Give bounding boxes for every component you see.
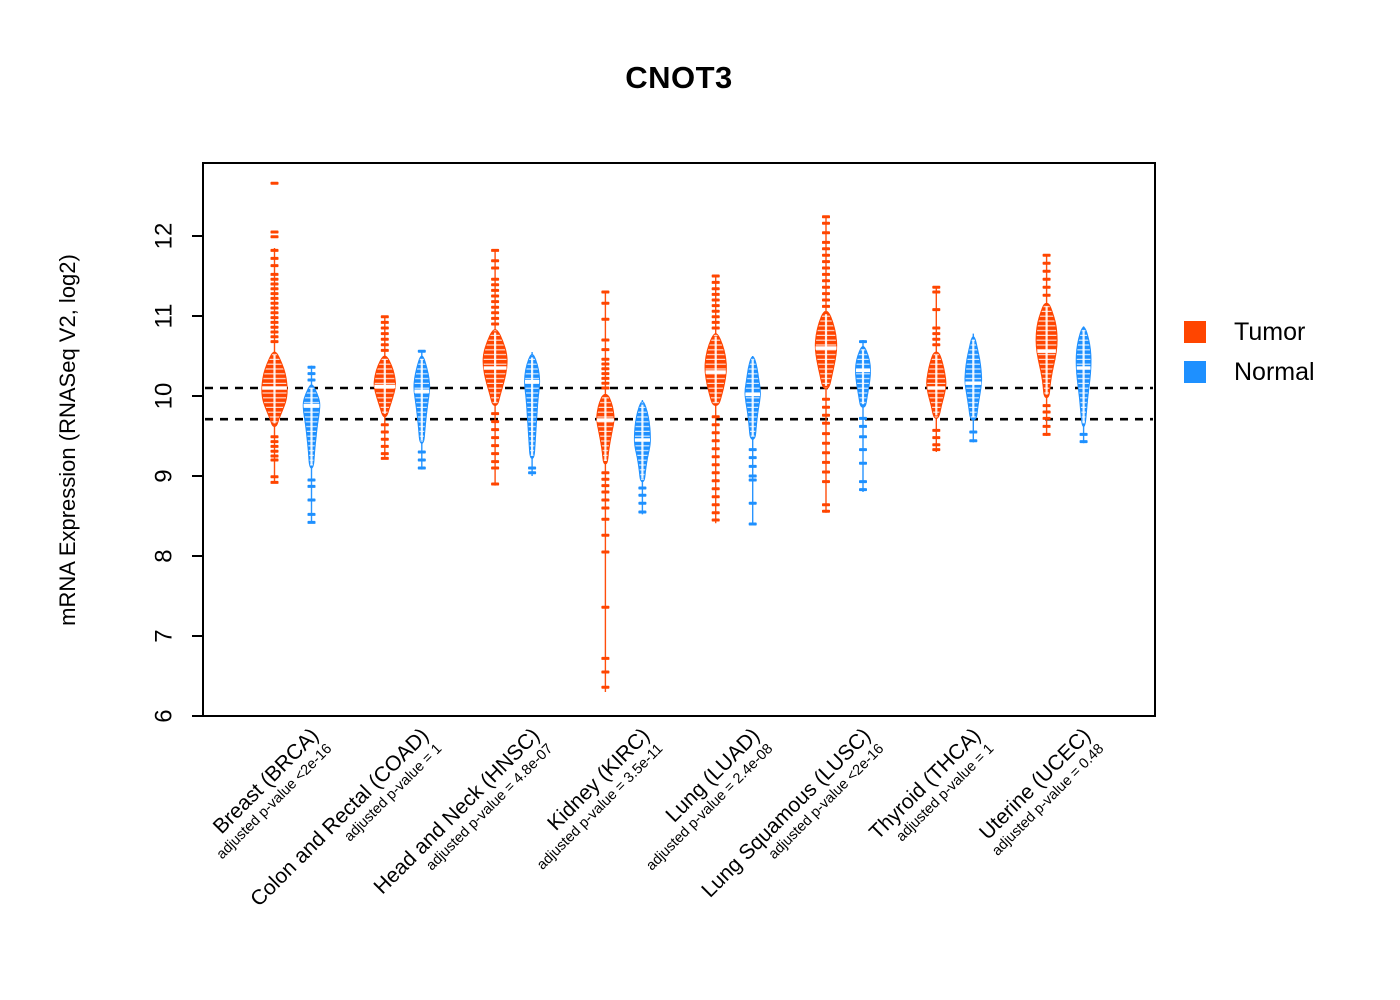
violin-tumor-7 <box>926 285 947 452</box>
y-tick-label: 6 <box>150 709 177 722</box>
violin-tumor-8 <box>1035 253 1058 436</box>
y-tick-label: 8 <box>150 549 177 562</box>
y-tick-label: 11 <box>150 304 177 329</box>
legend-swatch-tumor <box>1184 321 1206 343</box>
legend-item-normal: Normal <box>1184 352 1315 392</box>
violin-tumor-4 <box>596 290 615 692</box>
plot-border <box>202 162 1156 717</box>
legend-swatch-normal <box>1184 361 1206 383</box>
violin-tumor-5 <box>704 274 727 524</box>
violin-normal-3 <box>524 352 541 476</box>
violin-tumor-3 <box>482 248 508 486</box>
violin-normal-1 <box>302 365 321 524</box>
violin-tumor-2 <box>373 315 396 460</box>
violin-tumor-1 <box>261 181 288 484</box>
violin-normal-6 <box>854 340 872 492</box>
violin-normal-4 <box>633 400 651 515</box>
y-tick-label: 10 <box>150 383 177 410</box>
y-tick-label: 7 <box>150 629 177 642</box>
violin-tumor-6 <box>814 215 838 513</box>
chart-title: CNOT3 <box>625 60 733 95</box>
violin-normal-8 <box>1075 326 1092 444</box>
violin-normal-2 <box>413 349 431 470</box>
legend-label: Tumor <box>1234 317 1306 346</box>
legend-item-tumor: Tumor <box>1184 312 1315 352</box>
violin-normal-5 <box>744 356 761 526</box>
y-tick-label: 12 <box>150 223 177 250</box>
y-tick-label: 9 <box>150 469 177 482</box>
legend-label: Normal <box>1234 357 1315 386</box>
violin-normal-7 <box>964 333 983 443</box>
legend: Tumor Normal <box>1184 312 1315 392</box>
